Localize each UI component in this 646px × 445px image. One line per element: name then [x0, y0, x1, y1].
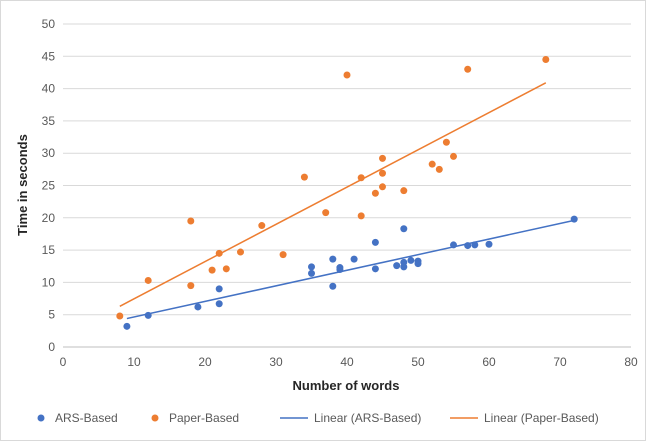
data-point — [187, 217, 195, 225]
data-point — [357, 212, 365, 220]
y-tick-label: 45 — [42, 49, 56, 63]
legend-marker — [151, 414, 159, 422]
data-point — [414, 260, 422, 268]
data-point — [393, 262, 401, 270]
data-point — [379, 183, 386, 191]
data-point — [215, 285, 223, 293]
data-point — [237, 248, 244, 256]
gridlines — [63, 23, 631, 316]
data-point — [279, 251, 287, 259]
x-tick-label: 70 — [553, 355, 567, 369]
data-point — [144, 311, 152, 319]
data-point — [464, 65, 472, 73]
data-point — [435, 165, 443, 173]
y-tick-label: 10 — [42, 275, 56, 289]
data-point — [471, 241, 479, 249]
series-ars-based — [123, 215, 578, 330]
y-tick-label: 40 — [42, 82, 56, 96]
data-point — [116, 312, 124, 320]
y-tick-label: 15 — [42, 243, 56, 257]
y-tick-label: 25 — [42, 179, 56, 193]
y-tick-label: 5 — [48, 308, 55, 322]
legend-label: ARS-Based — [55, 411, 118, 425]
data-point — [400, 225, 408, 233]
x-tick-label: 0 — [60, 355, 67, 369]
data-point — [208, 266, 216, 274]
y-tick-label: 0 — [48, 340, 55, 354]
x-tick-label: 50 — [411, 355, 425, 369]
x-tick-label: 60 — [482, 355, 496, 369]
data-point — [222, 265, 230, 273]
y-tick-label: 35 — [42, 114, 56, 128]
data-point — [215, 249, 223, 257]
data-point — [407, 256, 415, 264]
y-axis-title: Time in seconds — [15, 134, 30, 236]
series-paper-based — [116, 56, 550, 320]
data-point — [371, 189, 379, 197]
x-tick-label: 20 — [198, 355, 212, 369]
data-point — [194, 303, 202, 311]
data-point — [308, 269, 315, 277]
data-point — [215, 300, 223, 308]
tick-labels: 0 5 10 15 20 25 30 35 40 45 50 0 10 20 30 40 50 60 70 80 — [42, 17, 638, 369]
data-point — [144, 276, 152, 284]
data-points — [116, 56, 578, 330]
data-point — [336, 264, 344, 272]
data-point — [300, 173, 308, 181]
data-point — [371, 265, 379, 273]
data-point — [357, 174, 365, 182]
x-tick-label: 30 — [269, 355, 283, 369]
data-point — [379, 169, 386, 177]
data-point — [400, 187, 408, 195]
data-point — [343, 71, 351, 79]
legend-label: Paper-Based — [169, 411, 239, 425]
data-point — [123, 322, 131, 330]
trendlines — [119, 82, 575, 320]
data-point — [379, 154, 386, 162]
data-point — [400, 258, 408, 266]
x-tick-label: 80 — [624, 355, 638, 369]
data-point — [187, 282, 195, 290]
data-point — [485, 240, 493, 248]
legend-label: Linear (Paper-Based) — [484, 411, 599, 425]
y-tick-label: 30 — [42, 146, 56, 160]
data-point — [329, 255, 337, 263]
legend: ARS-Based Paper-Based Linear (ARS-Based) Li… — [37, 411, 599, 425]
trendline — [119, 82, 547, 307]
data-point — [322, 209, 330, 217]
x-axis-title: Number of words — [293, 378, 400, 393]
y-tick-label: 50 — [42, 17, 56, 31]
data-point — [464, 242, 472, 250]
data-point — [371, 238, 379, 246]
trendline — [126, 219, 575, 320]
x-tick-label: 10 — [127, 355, 141, 369]
data-point — [350, 255, 358, 263]
legend-label: Linear (ARS-Based) — [314, 411, 421, 425]
data-point — [570, 215, 578, 223]
data-point — [428, 160, 436, 168]
data-point — [450, 241, 457, 249]
legend-marker — [37, 414, 45, 422]
x-tick-label: 40 — [340, 355, 354, 369]
data-point — [542, 56, 550, 64]
data-point — [308, 263, 315, 271]
data-point — [450, 152, 457, 160]
data-point — [442, 138, 450, 146]
data-point — [329, 282, 337, 290]
y-tick-label: 20 — [42, 211, 56, 225]
data-point — [258, 222, 266, 230]
